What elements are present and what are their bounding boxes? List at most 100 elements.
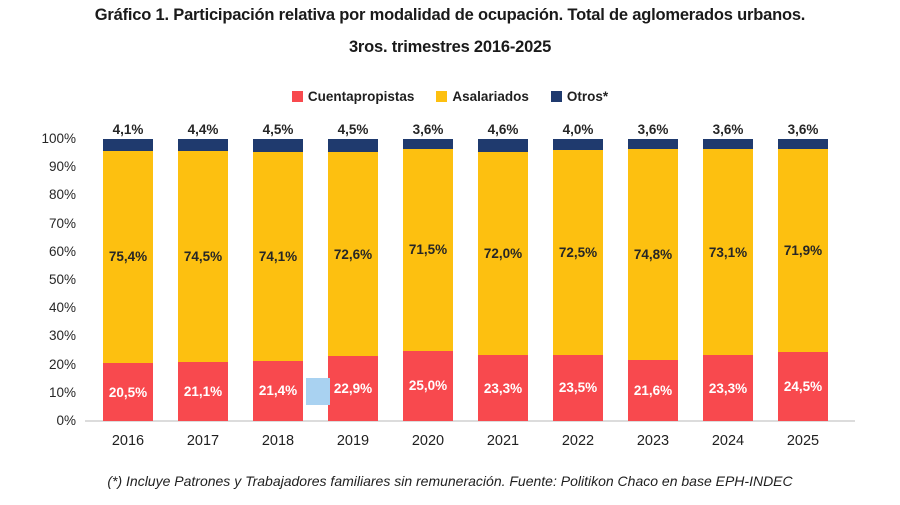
value-label-otros-2020: 3,6% — [412, 122, 444, 137]
x-axis-line — [85, 420, 855, 422]
y-tick-label: 50% — [48, 272, 76, 287]
value-label-cuentapropistas-2021: 23,3% — [483, 380, 523, 396]
x-tick-label-2020: 2020 — [411, 433, 445, 449]
bar-segment-otros-2019 — [328, 139, 378, 152]
x-tick-label-2023: 2023 — [636, 433, 670, 449]
stacked-bar-2016: 20,5% 75,4% — [103, 139, 153, 421]
value-label-cuentapropistas-2025: 24,5% — [783, 378, 823, 394]
bar-slot-2018: 4,5% 21,4% 74,1% — [253, 122, 303, 421]
value-label-asalariados-2023: 74,8% — [633, 247, 673, 263]
legend-item-cuentapropistas: Cuentapropistas — [291, 89, 415, 104]
legend-swatch-icon — [550, 91, 562, 102]
bar-segment-otros-2024 — [703, 139, 753, 150]
legend-label: Cuentapropistas — [307, 89, 415, 104]
y-tick-label: 70% — [48, 215, 76, 231]
plot-area: 100% 90% 80% 70% 60% 50% 40% 30% 20% 10% 0% 4,1% 20… — [0, 122, 900, 428]
value-label-otros-2022: 4,0% — [562, 122, 594, 137]
bar-slot-2023: 3,6% 21,6% 74,8% — [628, 122, 678, 421]
value-label-cuentapropistas-2017: 21,1% — [183, 383, 223, 399]
footnote: (*) Incluye Patrones y Trabajadores fami… — [107, 473, 793, 489]
y-tick-label: 20% — [48, 356, 76, 372]
bar-segment-cuentapropistas-2016: 20,5% — [103, 363, 153, 421]
value-label-asalariados-2019: 72,6% — [333, 246, 373, 262]
bar-slot-2021: 4,6% 23,3% 72,0% — [478, 122, 528, 421]
value-label-asalariados-2025: 71,9% — [783, 243, 823, 259]
x-tick-label-2016: 2016 — [111, 433, 145, 449]
bar-segment-otros-2022 — [553, 139, 603, 151]
x-tick-label-2025: 2025 — [786, 433, 820, 449]
stacked-bar-2025: 24,5% 71,9% — [778, 139, 828, 421]
stacked-bar-2018: 21,4% 74,1% — [253, 139, 303, 421]
bar-segment-asalariados-2023: 74,8% — [628, 149, 678, 361]
bar-segment-cuentapropistas-2019: 22,9% — [328, 356, 378, 421]
value-label-otros-2019: 4,5% — [337, 122, 369, 137]
bar-segment-otros-2018 — [253, 139, 303, 152]
bar-segment-asalariados-2019: 72,6% — [328, 151, 378, 357]
value-label-otros-2021: 4,6% — [487, 122, 519, 137]
bar-segment-asalariados-2024: 73,1% — [703, 149, 753, 356]
value-label-asalariados-2021: 72,0% — [483, 246, 523, 262]
x-tick-label-2019: 2019 — [336, 433, 370, 449]
bar-segment-cuentapropistas-2022: 23,5% — [553, 354, 603, 421]
bar-segment-asalariados-2018: 74,1% — [253, 151, 303, 361]
x-axis: 2016 2017 2018 2019 2020 2021 2022 2023 2024 2025 — [103, 431, 828, 451]
value-label-cuentapropistas-2018: 21,4% — [258, 383, 298, 399]
stacked-bar-2019: 22,9% 72,6% — [328, 139, 378, 421]
y-tick-label: 100% — [41, 131, 76, 146]
legend-item-asalariados: Asalariados — [436, 89, 529, 104]
bar-segment-otros-2021 — [478, 139, 528, 153]
value-label-asalariados-2022: 72,5% — [558, 245, 598, 261]
value-label-cuentapropistas-2016: 20,5% — [108, 384, 148, 400]
value-label-cuentapropistas-2020: 25,0% — [408, 378, 448, 394]
bar-segment-cuentapropistas-2017: 21,1% — [178, 361, 228, 421]
value-label-cuentapropistas-2019: 22,9% — [333, 381, 373, 397]
y-tick-label: 0% — [56, 413, 76, 428]
stacked-bar-2020: 25,0% 71,5% — [403, 139, 453, 421]
bar-segment-cuentapropistas-2023: 21,6% — [628, 360, 678, 421]
stacked-bar-2017: 21,1% 74,5% — [178, 139, 228, 421]
y-tick-label: 60% — [48, 243, 76, 259]
selection-highlight — [306, 378, 330, 405]
value-label-cuentapropistas-2022: 23,5% — [558, 380, 598, 396]
value-label-asalariados-2018: 74,1% — [258, 248, 298, 264]
value-label-otros-2018: 4,5% — [262, 122, 294, 137]
value-label-otros-2023: 3,6% — [637, 122, 669, 137]
value-label-cuentapropistas-2023: 21,6% — [633, 383, 673, 399]
bar-segment-otros-2016 — [103, 139, 153, 151]
y-tick-label: 80% — [48, 187, 76, 203]
bar-slot-2016: 4,1% 20,5% 75,4% — [103, 122, 153, 421]
bar-slot-2020: 3,6% 25,0% 71,5% — [403, 122, 453, 421]
bar-segment-cuentapropistas-2024: 23,3% — [703, 355, 753, 421]
bar-slot-2025: 3,6% 24,5% 71,9% — [778, 122, 828, 421]
legend-label: Otros* — [566, 89, 609, 104]
bar-segment-otros-2023 — [628, 139, 678, 150]
stacked-bar-2023: 21,6% 74,8% — [628, 139, 678, 421]
legend: Cuentapropistas Asalariados Otros* — [0, 89, 900, 104]
chart-subtitle: 3ros. trimestres 2016-2025 — [348, 38, 552, 56]
bar-segment-cuentapropistas-2018: 21,4% — [253, 360, 303, 421]
legend-swatch-icon — [436, 91, 448, 102]
value-label-asalariados-2016: 75,4% — [108, 249, 148, 265]
value-label-asalariados-2024: 73,1% — [708, 244, 748, 260]
y-tick-label: 30% — [48, 328, 76, 344]
bar-segment-otros-2017 — [178, 139, 228, 152]
bar-slot-2017: 4,4% 21,1% 74,5% — [178, 122, 228, 421]
bar-segment-asalariados-2025: 71,9% — [778, 149, 828, 352]
legend-item-otros: Otros* — [550, 89, 609, 104]
bar-segment-asalariados-2016: 75,4% — [103, 150, 153, 364]
stacked-bar-2021: 23,3% 72,0% — [478, 139, 528, 421]
bar-slot-2024: 3,6% 23,3% 73,1% — [703, 122, 753, 421]
value-label-asalariados-2020: 71,5% — [408, 242, 448, 258]
bar-slot-2022: 4,0% 23,5% 72,5% — [553, 122, 603, 421]
stacked-bar-2022: 23,5% 72,5% — [553, 139, 603, 421]
y-tick-label: 90% — [48, 159, 76, 175]
value-label-otros-2016: 4,1% — [112, 122, 144, 137]
bar-segment-cuentapropistas-2020: 25,0% — [403, 350, 453, 421]
bar-segment-asalariados-2017: 74,5% — [178, 151, 228, 362]
bar-segment-otros-2020 — [403, 139, 453, 150]
bars-group: 4,1% 20,5% 75,4% 4,4% 21,1% 74,5% 4,5% 21,4% 74,… — [103, 122, 828, 421]
chart-title: Gráfico 1. Participación relativa por mo… — [94, 6, 806, 24]
bar-segment-asalariados-2022: 72,5% — [553, 150, 603, 355]
bar-segment-cuentapropistas-2021: 23,3% — [478, 355, 528, 421]
